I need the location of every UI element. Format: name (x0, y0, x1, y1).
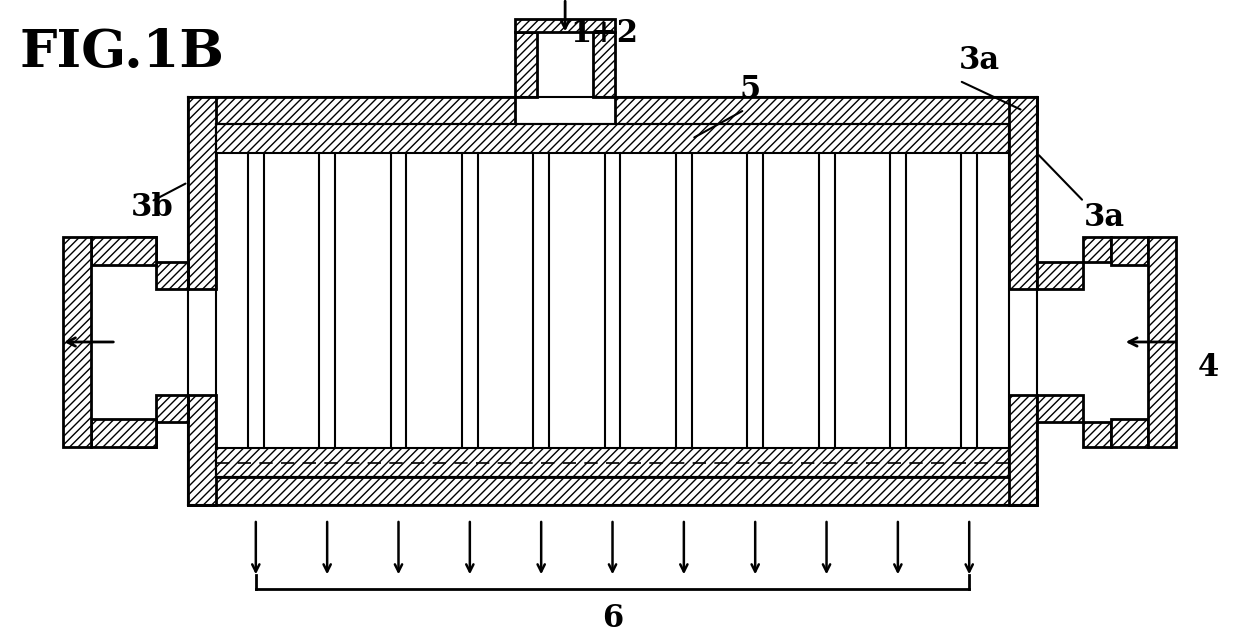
Bar (593, 32, 615, 97)
Bar (188, 97, 216, 289)
Bar (1037, 262, 1083, 289)
Text: 1+2: 1+2 (570, 18, 638, 49)
Bar (188, 478, 1037, 505)
Bar (156, 395, 188, 422)
Bar (128, 238, 156, 262)
Bar (188, 97, 515, 125)
Bar (128, 422, 156, 446)
Bar (92, 238, 156, 265)
Bar (615, 97, 1037, 125)
Bar (1083, 422, 1111, 446)
Text: 6: 6 (602, 603, 623, 634)
Bar (1009, 97, 1037, 289)
Text: 4: 4 (1198, 352, 1219, 383)
Bar (1037, 395, 1083, 422)
Bar (1009, 395, 1037, 505)
Bar (515, 19, 615, 32)
Bar (63, 238, 92, 446)
Text: 3a: 3a (959, 45, 1000, 76)
Text: 3a: 3a (1084, 202, 1125, 232)
Bar (1083, 238, 1111, 262)
Bar (515, 32, 538, 97)
Bar (156, 262, 188, 289)
Bar (1111, 238, 1147, 265)
Bar (188, 395, 216, 505)
Text: FIG.1B: FIG.1B (20, 28, 224, 78)
Bar (1147, 238, 1176, 446)
Bar (216, 125, 1009, 153)
Text: 3b: 3b (131, 192, 173, 223)
Bar (1111, 419, 1147, 446)
Text: 5: 5 (740, 74, 761, 105)
Bar (92, 419, 156, 446)
Bar (216, 449, 1009, 478)
